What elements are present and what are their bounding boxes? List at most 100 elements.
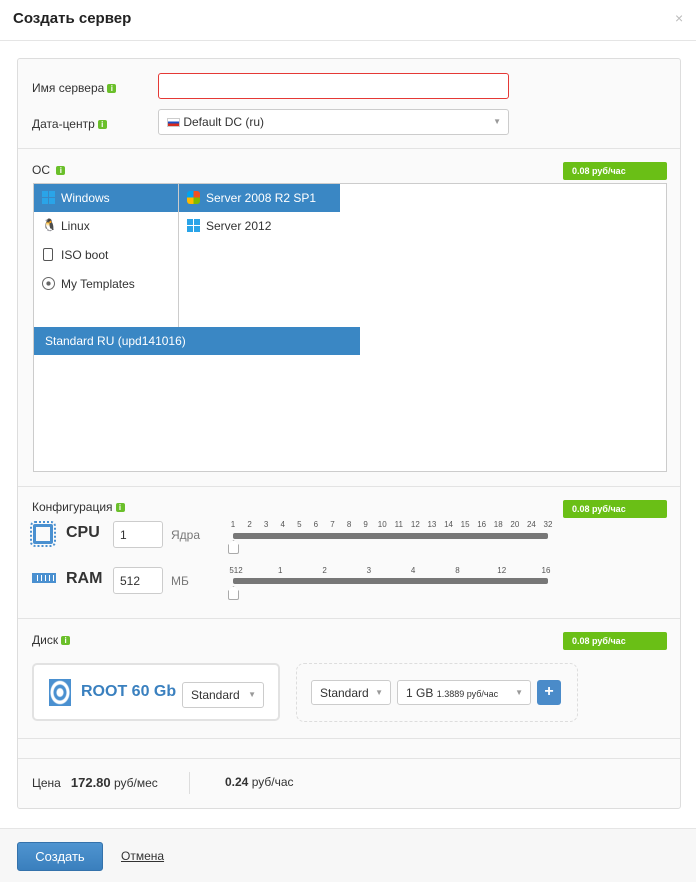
slider-tick-label: 12 bbox=[497, 566, 507, 575]
price-label: Цена bbox=[32, 776, 61, 790]
dialog-title: Создать сервер bbox=[13, 10, 132, 27]
price-monthly: 172.80 bbox=[70, 775, 111, 790]
price-hourly-block: 0.24 руб/час bbox=[225, 775, 294, 789]
datacenter-label: Дата-центр i bbox=[32, 117, 107, 131]
info-icon[interactable]: i bbox=[115, 503, 125, 513]
linux-icon: 🐧 bbox=[42, 218, 57, 232]
ram-slider-track[interactable] bbox=[233, 578, 548, 584]
cpu-ticks: 1 2 3 4 5 6 7 8 9 10 11 12 13 14 15 16 18 20 24 32 bbox=[231, 520, 553, 530]
os-version-2008[interactable]: Server 2008 R2 SP1 bbox=[179, 184, 340, 212]
os-template-standard-ru[interactable]: Standard RU (upd141016) bbox=[34, 327, 360, 355]
disk-price-badge: 0.08 руб/час bbox=[563, 632, 667, 650]
disc-icon bbox=[42, 277, 55, 290]
windows-icon bbox=[42, 191, 55, 204]
new-disk-size-select[interactable]: 1 GB 1.3889 руб/час ▼ bbox=[397, 680, 531, 705]
root-disk-type-select[interactable]: Standard ▼ bbox=[182, 682, 264, 708]
ram-ticks: 512 1 2 3 4 8 12 16 bbox=[229, 566, 550, 576]
new-disk-type-value: Standard bbox=[320, 686, 369, 700]
slider-tick-label: 14 bbox=[444, 520, 453, 529]
iso-icon bbox=[43, 248, 53, 261]
slider-tick-label: 512 bbox=[229, 566, 243, 575]
os-version-2012[interactable]: Server 2012 bbox=[179, 212, 340, 240]
cpu-slider-track[interactable] bbox=[233, 533, 548, 539]
os-family-label: Linux bbox=[61, 219, 90, 233]
os-template-label: Standard RU (upd141016) bbox=[45, 334, 186, 348]
info-icon[interactable]: i bbox=[107, 84, 117, 94]
close-icon[interactable]: × bbox=[675, 10, 684, 26]
ram-input[interactable] bbox=[113, 567, 163, 594]
datacenter-label-text: Дата-центр bbox=[32, 117, 95, 131]
cpu-slider-handle[interactable] bbox=[228, 540, 239, 554]
os-label-text: ОС bbox=[32, 163, 50, 177]
price-total: Цена 172.80 руб/мес bbox=[32, 775, 158, 790]
slider-tick-label: 2 bbox=[247, 520, 252, 529]
server-name-label-text: Имя сервера bbox=[32, 81, 105, 95]
slider-tick-label: 5 bbox=[297, 520, 302, 529]
cancel-link[interactable]: Отмена bbox=[121, 849, 165, 863]
price-hourly-unit: руб/час bbox=[251, 775, 294, 789]
os-family-label: Windows bbox=[61, 191, 110, 205]
os-version-label: Server 2008 R2 SP1 bbox=[206, 191, 317, 205]
slider-tick-label: 15 bbox=[460, 520, 470, 529]
slider-tick-label: 24 bbox=[526, 520, 536, 529]
config-label-text: Конфигурация bbox=[32, 500, 113, 514]
server-name-input[interactable] bbox=[158, 73, 509, 99]
chevron-down-icon: ▼ bbox=[515, 688, 523, 697]
dialog-header bbox=[0, 0, 696, 41]
price-hourly: 0.24 bbox=[225, 775, 249, 789]
cpu-icon bbox=[30, 521, 56, 547]
os-price-badge: 0.08 руб/час bbox=[563, 162, 667, 180]
info-icon[interactable]: i bbox=[56, 166, 66, 176]
new-disk-size-value: 1 GB bbox=[406, 686, 434, 700]
chevron-down-icon: ▼ bbox=[248, 690, 256, 699]
os-family-windows[interactable]: Windows bbox=[34, 184, 178, 212]
slider-tick-label: 13 bbox=[427, 520, 437, 529]
slider-tick-label: 3 bbox=[263, 520, 269, 529]
ram-icon bbox=[32, 573, 56, 583]
server-form: Имя сервера i Дата-центр i Default DC (ru)… bbox=[17, 58, 681, 809]
add-disk-button[interactable]: + bbox=[537, 680, 561, 705]
server-name-label: Имя сервера i bbox=[32, 81, 117, 95]
slider-tick-label: 32 bbox=[543, 520, 553, 529]
slider-tick-label: 18 bbox=[493, 520, 503, 529]
dialog-footer bbox=[0, 828, 696, 882]
info-icon[interactable]: i bbox=[61, 636, 71, 646]
os-family-label: ISO boot bbox=[61, 248, 109, 262]
cpu-unit: Ядра bbox=[171, 528, 201, 542]
os-family-iso[interactable]: ISO boot bbox=[34, 241, 178, 269]
slider-tick-label: 9 bbox=[363, 520, 368, 529]
slider-tick-label: 10 bbox=[377, 520, 387, 529]
russia-flag-icon bbox=[167, 118, 180, 128]
slider-tick-label: 7 bbox=[330, 520, 335, 529]
windows-icon bbox=[187, 219, 200, 232]
cpu-input[interactable] bbox=[113, 521, 163, 548]
ram-slider-handle[interactable] bbox=[228, 586, 239, 600]
slider-tick-label: 16 bbox=[541, 566, 551, 575]
price-monthly-unit: руб/мес bbox=[113, 776, 158, 790]
slider-tick-label: 4 bbox=[280, 520, 285, 529]
os-family-linux[interactable]: 🐧 Linux bbox=[34, 212, 178, 240]
ram-label: RAM bbox=[66, 570, 103, 587]
slider-tick-label: 16 bbox=[477, 520, 487, 529]
slider-tick-label: 1 bbox=[278, 566, 283, 575]
root-disk-type-value: Standard bbox=[191, 688, 240, 702]
windows-flag-icon bbox=[187, 191, 200, 204]
disk-label-text: Диск bbox=[32, 633, 59, 647]
root-disk-label: ROOT 60 Gb bbox=[81, 683, 177, 700]
datacenter-select[interactable]: Default DC (ru) ▼ bbox=[158, 109, 509, 135]
config-label: Конфигурация i bbox=[32, 500, 125, 514]
new-disk-type-select[interactable]: Standard ▼ bbox=[311, 680, 391, 705]
slider-tick-label: 11 bbox=[394, 520, 403, 529]
disk-label: Диск i bbox=[32, 633, 71, 647]
os-family-templates[interactable]: My Templates bbox=[34, 270, 178, 298]
os-selector: Windows 🐧 Linux ISO boot My Templates Ser… bbox=[33, 183, 667, 472]
chevron-down-icon: ▼ bbox=[375, 688, 383, 697]
create-button[interactable]: Создать bbox=[17, 842, 103, 871]
slider-tick-label: 8 bbox=[346, 520, 352, 529]
os-family-label: My Templates bbox=[61, 277, 135, 291]
info-icon[interactable]: i bbox=[97, 120, 107, 130]
os-label: ОС i bbox=[32, 163, 66, 177]
slider-tick-label: 8 bbox=[455, 566, 460, 575]
slider-tick-label: 3 bbox=[366, 566, 372, 575]
cpu-label: CPU bbox=[66, 524, 100, 541]
